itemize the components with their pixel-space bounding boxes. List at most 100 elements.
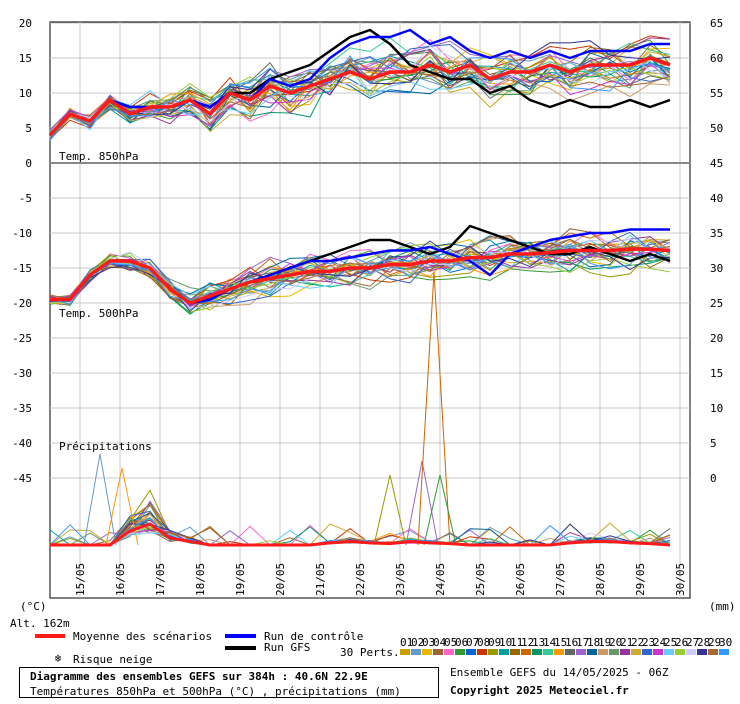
legend-gfs-label: Run GFS [264,641,310,654]
legend-member-number: 10 [499,636,512,649]
legend-member-swatch [433,649,443,655]
legend-member-number: 27 [686,636,699,649]
legend-control-label: Run de contrôle [264,630,363,643]
x-tick-date: 30/05 [674,563,687,596]
panel-label-precip: Précipitations [59,440,152,453]
y-tick-right: 35 [710,227,723,240]
x-tick-date: 29/05 [634,563,647,596]
legend-member-number: 12 [521,636,534,649]
y-tick-left: 20 [19,17,32,30]
copyright: Copyright 2025 Meteociel.fr [450,684,629,697]
member-t850-line [49,51,671,141]
legend-member-number: 24 [653,636,667,649]
legend-member-number: 18 [587,636,600,649]
y-tick-right: 40 [710,192,723,205]
x-unit-right: (mm) [709,600,736,613]
legend-member-number: 25 [664,636,677,649]
grid [49,21,691,599]
precip-spike [373,474,407,546]
legend-member-number: 13 [532,636,545,649]
y-tick-left: -5 [19,192,32,205]
legend-member-number: 20 [609,636,622,649]
legend-member-swatch [466,649,476,655]
legend-member-number: 26 [675,636,688,649]
y-tick-left: -35 [12,402,32,415]
legend-member-number: 05 [444,636,457,649]
x-tick-date: 28/05 [594,563,607,596]
precip-spike [417,271,451,546]
legend-member-swatch [675,649,685,655]
member-t850-line [49,60,671,133]
legend-member-swatch [719,649,729,655]
y-tick-right: 15 [710,367,723,380]
legend-member-number: 28 [697,636,710,649]
y-tick-left: 0 [25,157,32,170]
main-series [48,28,671,547]
legend-mean-label: Moyenne des scénarios [73,630,212,643]
panel-label-t500: Temp. 500hPa [59,307,138,320]
x-tick-date: 15/05 [74,563,87,596]
y-tick-right: 25 [710,297,723,310]
panel-label-t850: Temp. 850hPa [59,150,138,163]
y-tick-left: -10 [12,227,32,240]
y-tick-left: 10 [19,87,32,100]
legend-member-swatch [455,649,465,655]
y-tick-right: 45 [710,157,723,170]
legend-member-swatch [642,649,652,655]
legend-member-swatch [532,649,542,655]
legend-member-number: 09 [488,636,501,649]
member-t500-line [49,235,671,305]
legend-member-number: 16 [565,636,578,649]
legend-member-swatch [543,649,553,655]
x-tick-date: 18/05 [194,563,207,596]
legend-member-swatch [609,649,619,655]
ensemble-run-label: Ensemble GEFS du 14/05/2025 - 06Z [450,666,669,679]
legend-member-number: 04 [433,636,447,649]
legend-member-swatch [697,649,707,655]
legend-member-swatch [686,649,696,655]
y-tick-left: -45 [12,472,32,485]
legend-member-number: 02 [411,636,424,649]
legend-member-swatch [521,649,531,655]
member-t850-line [49,55,671,141]
legend-member-swatch [411,649,421,655]
legend-member-swatch [708,649,718,655]
y-tick-right: 20 [710,332,723,345]
x-unit-left: (°C) [20,600,47,613]
legend-member-number: 23 [642,636,655,649]
y-tick-right: 0 [710,472,717,485]
x-tick-date: 25/05 [474,563,487,596]
legend-member-number: 19 [598,636,611,649]
x-tick-date: 26/05 [514,563,527,596]
legend-member-swatch [510,649,520,655]
legend-member-number: 21 [620,636,633,649]
legend-member-swatch [400,649,410,655]
x-tick-date: 27/05 [554,563,567,596]
y-tick-right: 5 [710,437,717,450]
y-tick-right: 10 [710,402,723,415]
snowflake-icon: ❄ [55,652,62,665]
member-t500-line [49,243,671,302]
legend-member-number: 17 [576,636,589,649]
mean-t850-line [48,56,671,137]
y-tick-right: 50 [710,122,723,135]
member-t500-line [49,240,671,313]
legend-member-number: 07 [466,636,479,649]
y-tick-left: -20 [12,297,32,310]
legend-member-swatch [477,649,487,655]
x-tick-date: 21/05 [314,563,327,596]
legend-member-number: 08 [477,636,490,649]
legend-member-swatch [620,649,630,655]
legend-member-swatch [653,649,663,655]
legend-member-number: 14 [543,636,557,649]
legend-member-number: 29 [708,636,721,649]
y-tick-left: 15 [19,52,32,65]
x-tick-date: 22/05 [354,563,367,596]
member-t850-line [49,45,671,135]
precip-spike [405,460,439,546]
y-tick-left: -15 [12,262,32,275]
legend-snow-label: Risque neige [73,653,152,666]
precip-spike [105,467,139,546]
legend: Moyenne des scénarios Run de contrôleRun … [35,630,732,666]
